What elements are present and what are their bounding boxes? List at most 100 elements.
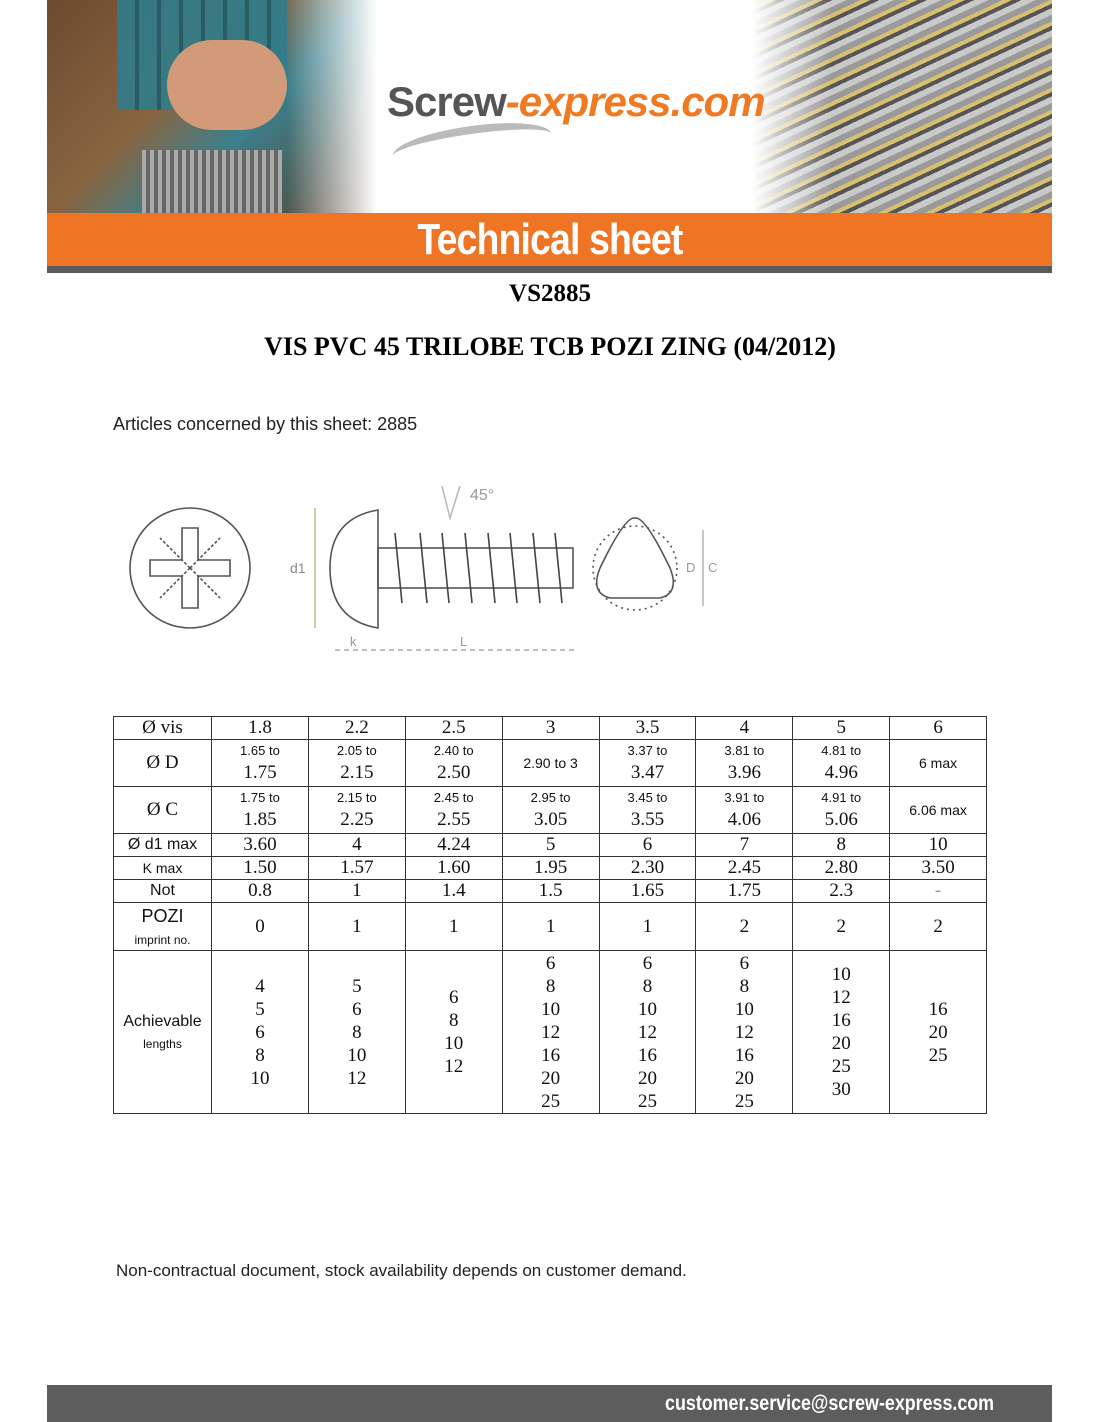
table-cell: 2.45 to 2.55 <box>404 786 503 834</box>
table-cell: 4 5 6 8 10 <box>211 950 309 1114</box>
table-row: K max 1.50 1.57 1.60 1.95 2.30 2.45 2.80 3.50 <box>113 856 987 880</box>
length-value: 4 <box>255 975 265 997</box>
contact-email[interactable]: customer.service@screw-express.com <box>665 1392 994 1415</box>
length-value: 10 <box>734 998 754 1020</box>
length-value: 12 <box>637 1021 657 1043</box>
length-value: 25 <box>831 1056 851 1077</box>
table-cell: 1.5 <box>501 879 600 903</box>
length-value: 5 <box>255 998 265 1020</box>
svg-text:k: k <box>350 634 357 649</box>
table-cell: 7 <box>695 833 794 857</box>
length-value: 8 <box>255 1044 265 1066</box>
table-cell: 2.45 <box>695 856 794 880</box>
table-cell: 6 <box>598 833 697 857</box>
row-label-text: K max <box>142 860 183 876</box>
table-row: Ø d1 max 3.60 4 4.24 5 6 7 8 10 <box>113 833 987 857</box>
table-cell: 3.91 to 4.06 <box>695 786 794 834</box>
table-cell: 2.3 <box>792 879 891 903</box>
table-cell: 3.60 <box>211 833 309 857</box>
length-value: 10 <box>444 1033 464 1054</box>
length-value: 25 <box>637 1090 657 1112</box>
footer: customer.service@screw-express.com <box>47 1385 1052 1422</box>
row-label: Ø D <box>113 739 212 787</box>
table-cell: 5 6 8 10 12 <box>307 950 406 1114</box>
table-cell: 2.5 <box>404 716 503 740</box>
length-value: 8 <box>545 975 556 997</box>
length-value: 10 <box>637 998 657 1020</box>
table-cell: 2.90 to 3 <box>501 739 600 787</box>
table-row: Ø D 1.65 to 1.75 2.05 to 2.15 2.40 to 2.50 2.90… <box>113 739 987 787</box>
length-value: 20 <box>928 1021 948 1043</box>
row-label: K max <box>113 856 212 880</box>
row-label-text: Ø D <box>146 752 179 773</box>
table-cell: 1.95 <box>501 856 600 880</box>
specs-table: Ø vis 1.8 2.2 2.5 3 3.5 4 5 6 Ø D 1.65 to 1.75 2.05 … <box>113 716 987 1114</box>
row-label: Ø vis <box>113 716 212 740</box>
table-cell: 6.06 max <box>889 786 987 834</box>
table-cell: 1.4 <box>404 879 503 903</box>
svg-text:d1: d1 <box>290 560 306 576</box>
table-cell: 1 <box>501 902 600 951</box>
length-value: 12 <box>541 1021 561 1043</box>
length-value: 10 <box>541 998 561 1020</box>
length-value: 20 <box>734 1067 754 1089</box>
table-cell: 2.05 to 2.15 <box>307 739 406 787</box>
length-value: 25 <box>541 1090 561 1112</box>
table-cell: 2.80 <box>792 856 891 880</box>
table-cell: 1 <box>404 902 503 951</box>
svg-text:D: D <box>686 560 695 575</box>
table-cell: 10 <box>889 833 987 857</box>
svg-text:L: L <box>460 634 467 649</box>
table-cell: 8 <box>792 833 891 857</box>
row-label-text: Not <box>150 882 175 899</box>
length-value: 10 <box>347 1044 367 1066</box>
length-value: 8 <box>739 975 750 997</box>
table-cell: - <box>889 879 987 903</box>
table-cell: 4.81 to 4.96 <box>792 739 891 787</box>
toolbox-photo <box>47 0 377 213</box>
length-value: 8 <box>352 1021 362 1043</box>
table-cell: 5 <box>792 716 891 740</box>
length-value: 5 <box>352 975 362 997</box>
screws-photo <box>752 0 1052 213</box>
length-value: 16 <box>541 1044 561 1066</box>
length-value: 12 <box>444 1056 464 1077</box>
table-cell: 3.37 to 3.47 <box>598 739 697 787</box>
row-label-text: Achievable <box>123 1013 202 1030</box>
table-cell: 1.65 to 1.75 <box>211 739 309 787</box>
table-cell: 6 max <box>889 739 987 787</box>
length-value: 16 <box>734 1044 754 1066</box>
row-label-text: POZI <box>141 906 184 926</box>
table-cell: 3.5 <box>598 716 697 740</box>
row-label-text: Ø C <box>146 799 179 820</box>
row-sublabel: imprint no. <box>134 933 191 947</box>
length-value: 20 <box>831 1033 851 1054</box>
table-cell: 6 8 10 12 16 20 25 <box>695 950 794 1114</box>
length-value: 6 <box>739 952 750 974</box>
table-row: Ø C 1.75 to 1.85 2.15 to 2.25 2.45 to 2.55 2.95… <box>113 786 987 834</box>
table-cell: 1 <box>307 879 406 903</box>
length-value: 20 <box>541 1067 561 1089</box>
table-cell: 1.75 to 1.85 <box>211 786 309 834</box>
table-cell: 6 8 10 12 16 20 25 <box>501 950 600 1114</box>
table-row: Not 0.8 1 1.4 1.5 1.65 1.75 2.3- <box>113 879 987 903</box>
table-cell: 0.8 <box>211 879 309 903</box>
pozi-head-icon <box>129 507 251 629</box>
length-value: 12 <box>347 1067 367 1089</box>
row-label-text: Ø vis <box>142 717 183 738</box>
table-cell: 6 8 10 12 <box>404 950 503 1114</box>
table-cell: 1.57 <box>307 856 406 880</box>
logo: Screw-express.com <box>387 78 766 125</box>
length-value: 6 <box>448 987 459 1008</box>
screw-drawing: d1 45° k L D C <box>129 485 717 651</box>
table-cell: 2 <box>889 902 987 951</box>
table-cell: 1.65 <box>598 879 697 903</box>
table-cell: 1.60 <box>404 856 503 880</box>
product-title: VIS PVC 45 TRILOBE TCB POZI ZING (04/201… <box>264 332 836 361</box>
table-cell: 0 <box>211 902 309 951</box>
length-value: 8 <box>448 1010 459 1031</box>
table-cell: 2.95 to 3.05 <box>501 786 600 834</box>
table-cell: 1 <box>307 902 406 951</box>
length-value: 6 <box>642 952 653 974</box>
table-cell: 1 <box>598 902 697 951</box>
